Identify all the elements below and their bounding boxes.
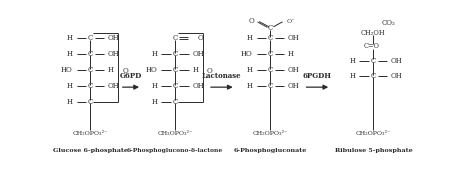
Text: H: H	[151, 98, 157, 106]
Text: H: H	[350, 72, 356, 80]
Text: H: H	[108, 66, 114, 74]
Text: C: C	[371, 72, 376, 80]
Text: O: O	[122, 67, 128, 75]
Text: CH₂OPO₃²⁻: CH₂OPO₃²⁻	[157, 131, 192, 136]
Text: C: C	[88, 50, 93, 58]
Text: OH: OH	[288, 82, 300, 90]
Text: C: C	[268, 50, 273, 58]
Text: H: H	[247, 66, 253, 74]
Text: CH₂OPO₃²⁻: CH₂OPO₃²⁻	[356, 131, 391, 136]
Text: H: H	[350, 57, 356, 65]
Text: CH₂OPO₃²⁻: CH₂OPO₃²⁻	[253, 131, 288, 136]
Text: CO₂: CO₂	[381, 19, 395, 27]
Text: H: H	[151, 82, 157, 90]
Text: Lactonase: Lactonase	[202, 72, 242, 80]
Text: OH: OH	[192, 50, 204, 58]
Text: C: C	[173, 66, 178, 74]
Text: C: C	[173, 50, 178, 58]
Text: O: O	[207, 67, 213, 75]
Text: H: H	[288, 50, 294, 58]
Text: Ribulose 5-phosphate: Ribulose 5-phosphate	[335, 148, 412, 153]
Text: C: C	[88, 82, 93, 90]
Text: OH: OH	[288, 35, 300, 43]
Text: C: C	[88, 98, 93, 106]
Text: OH: OH	[108, 35, 120, 43]
Text: H: H	[151, 50, 157, 58]
Text: H: H	[192, 66, 199, 74]
Text: HO: HO	[146, 66, 157, 74]
Text: OH: OH	[192, 82, 204, 90]
Text: C: C	[268, 35, 273, 43]
Text: O: O	[249, 17, 255, 25]
Text: OH: OH	[288, 66, 300, 74]
Text: OH: OH	[108, 82, 120, 90]
Text: C: C	[88, 66, 93, 74]
Text: H: H	[67, 35, 73, 43]
Text: H: H	[67, 82, 73, 90]
Text: C: C	[173, 82, 178, 90]
Text: G6PD: G6PD	[120, 72, 142, 80]
Text: H: H	[247, 82, 253, 90]
Text: HO: HO	[61, 66, 73, 74]
Text: C: C	[268, 82, 273, 90]
Text: H: H	[67, 50, 73, 58]
Text: 6PGDH: 6PGDH	[303, 72, 332, 80]
Text: C: C	[268, 24, 273, 32]
Text: HO: HO	[241, 50, 253, 58]
Text: OH: OH	[391, 72, 403, 80]
Text: O⁻: O⁻	[286, 19, 295, 24]
Text: C: C	[371, 57, 376, 65]
Text: H: H	[247, 35, 253, 43]
Text: C: C	[173, 35, 178, 43]
Text: OH: OH	[391, 57, 403, 65]
Text: OH: OH	[108, 50, 120, 58]
Text: 6-Phosphoglucono-δ-lactone: 6-Phosphoglucono-δ-lactone	[127, 148, 223, 153]
Text: CH₂OH: CH₂OH	[361, 29, 386, 37]
Text: 6-Phosphogluconate: 6-Phosphogluconate	[234, 148, 307, 153]
Text: C=O: C=O	[364, 42, 380, 50]
Text: O: O	[198, 34, 203, 42]
Text: C: C	[88, 35, 93, 43]
Text: Glucose 6-phosphate: Glucose 6-phosphate	[53, 148, 128, 153]
Text: C: C	[173, 98, 178, 106]
Text: C: C	[268, 66, 273, 74]
Text: CH₂OPO₃²⁻: CH₂OPO₃²⁻	[73, 131, 108, 136]
Text: H: H	[67, 98, 73, 106]
